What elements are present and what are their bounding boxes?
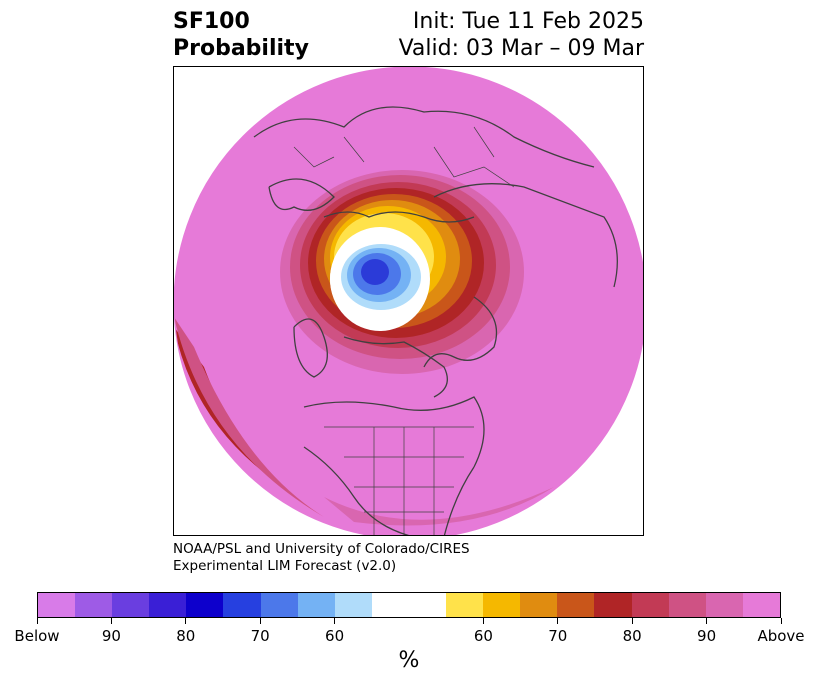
title-product: Probability xyxy=(173,36,309,61)
colorbar-segment xyxy=(594,593,632,617)
colorbar-tick-label: 60 xyxy=(325,627,345,645)
below-strong xyxy=(361,259,389,285)
colorbar-segment xyxy=(631,593,669,617)
colorbar-tick xyxy=(259,618,261,624)
colorbar-segment xyxy=(520,593,558,617)
map-svg xyxy=(174,67,643,535)
colorbar-tick xyxy=(334,618,336,624)
asia-islands xyxy=(553,76,595,108)
colorbar-tick xyxy=(185,618,187,624)
colorbar-segment xyxy=(149,593,187,617)
colorbar-tick-label: 80 xyxy=(176,627,196,645)
colorbar xyxy=(37,592,781,618)
title-variable: SF100 xyxy=(173,9,250,34)
credit-text: NOAA/PSL and University of Colorado/CIRE… xyxy=(173,541,470,575)
eurasia-coast xyxy=(253,106,595,168)
scandinavia xyxy=(268,178,335,211)
colorbar-segment xyxy=(446,593,484,617)
us-state-lines-vertical xyxy=(373,427,435,535)
canadian-archipelago xyxy=(343,336,448,398)
colorbar-segment xyxy=(112,593,150,617)
colorbar-tick-label: 90 xyxy=(101,627,121,645)
colorbar-segment xyxy=(186,593,224,617)
colorbar-segment xyxy=(557,593,595,617)
colorbar-tick xyxy=(706,618,708,624)
forecast-map xyxy=(173,66,644,536)
init-date: Init: Tue 11 Feb 2025 xyxy=(412,9,644,34)
colorbar-segment xyxy=(334,593,372,617)
colorbar-segment xyxy=(705,593,743,617)
north-america-east xyxy=(303,446,415,535)
greenland xyxy=(293,318,328,378)
colorbar-tick-label: Above xyxy=(757,627,805,645)
colorbar-segment xyxy=(260,593,298,617)
colorbar-tick-label: 70 xyxy=(548,627,568,645)
colorbar-tick xyxy=(780,618,782,624)
north-america-west xyxy=(443,466,475,535)
credit-line-1: NOAA/PSL and University of Colorado/CIRE… xyxy=(173,541,470,557)
siberia-coast xyxy=(433,183,618,288)
colorbar-segment xyxy=(75,593,113,617)
alaska xyxy=(423,296,498,368)
political-borders xyxy=(293,126,515,535)
colorbar-segment xyxy=(371,593,447,617)
colorbar-segment xyxy=(742,593,780,617)
map-title-left: SF100 Probability xyxy=(173,8,309,62)
colorbar-tick xyxy=(557,618,559,624)
colorbar-tick xyxy=(631,618,633,624)
colorbar-tick-label: 70 xyxy=(250,627,270,645)
colorbar-unit: % xyxy=(398,648,420,673)
asia-borders xyxy=(433,126,515,188)
valid-period: Valid: 03 Mar – 09 Mar xyxy=(398,36,644,61)
land-outlines xyxy=(253,76,643,535)
colorbar-tick xyxy=(482,618,484,624)
colorbar-tick xyxy=(36,618,38,624)
colorbar-segment xyxy=(38,593,76,617)
arctic-coast xyxy=(323,211,475,223)
colorbar-tick-label: 90 xyxy=(697,627,717,645)
colorbar-segment xyxy=(668,593,706,617)
colorbar-segment xyxy=(297,593,335,617)
north-america-north xyxy=(303,396,485,468)
europe-borders xyxy=(293,136,365,168)
colorbar-segment xyxy=(223,593,261,617)
colorbar-tick-label: Below xyxy=(14,627,60,645)
credit-line-2: Experimental LIM Forecast (v2.0) xyxy=(173,558,397,574)
asia-east-coast xyxy=(613,106,643,148)
colorbar-segment xyxy=(483,593,521,617)
colorbar-tick-label: 60 xyxy=(473,627,493,645)
map-title-right: Init: Tue 11 Feb 2025 Valid: 03 Mar – 09… xyxy=(399,8,644,62)
colorbar-tick-label: 80 xyxy=(622,627,642,645)
edge-anomaly-lower xyxy=(324,487,554,526)
colorbar-tick xyxy=(110,618,112,624)
